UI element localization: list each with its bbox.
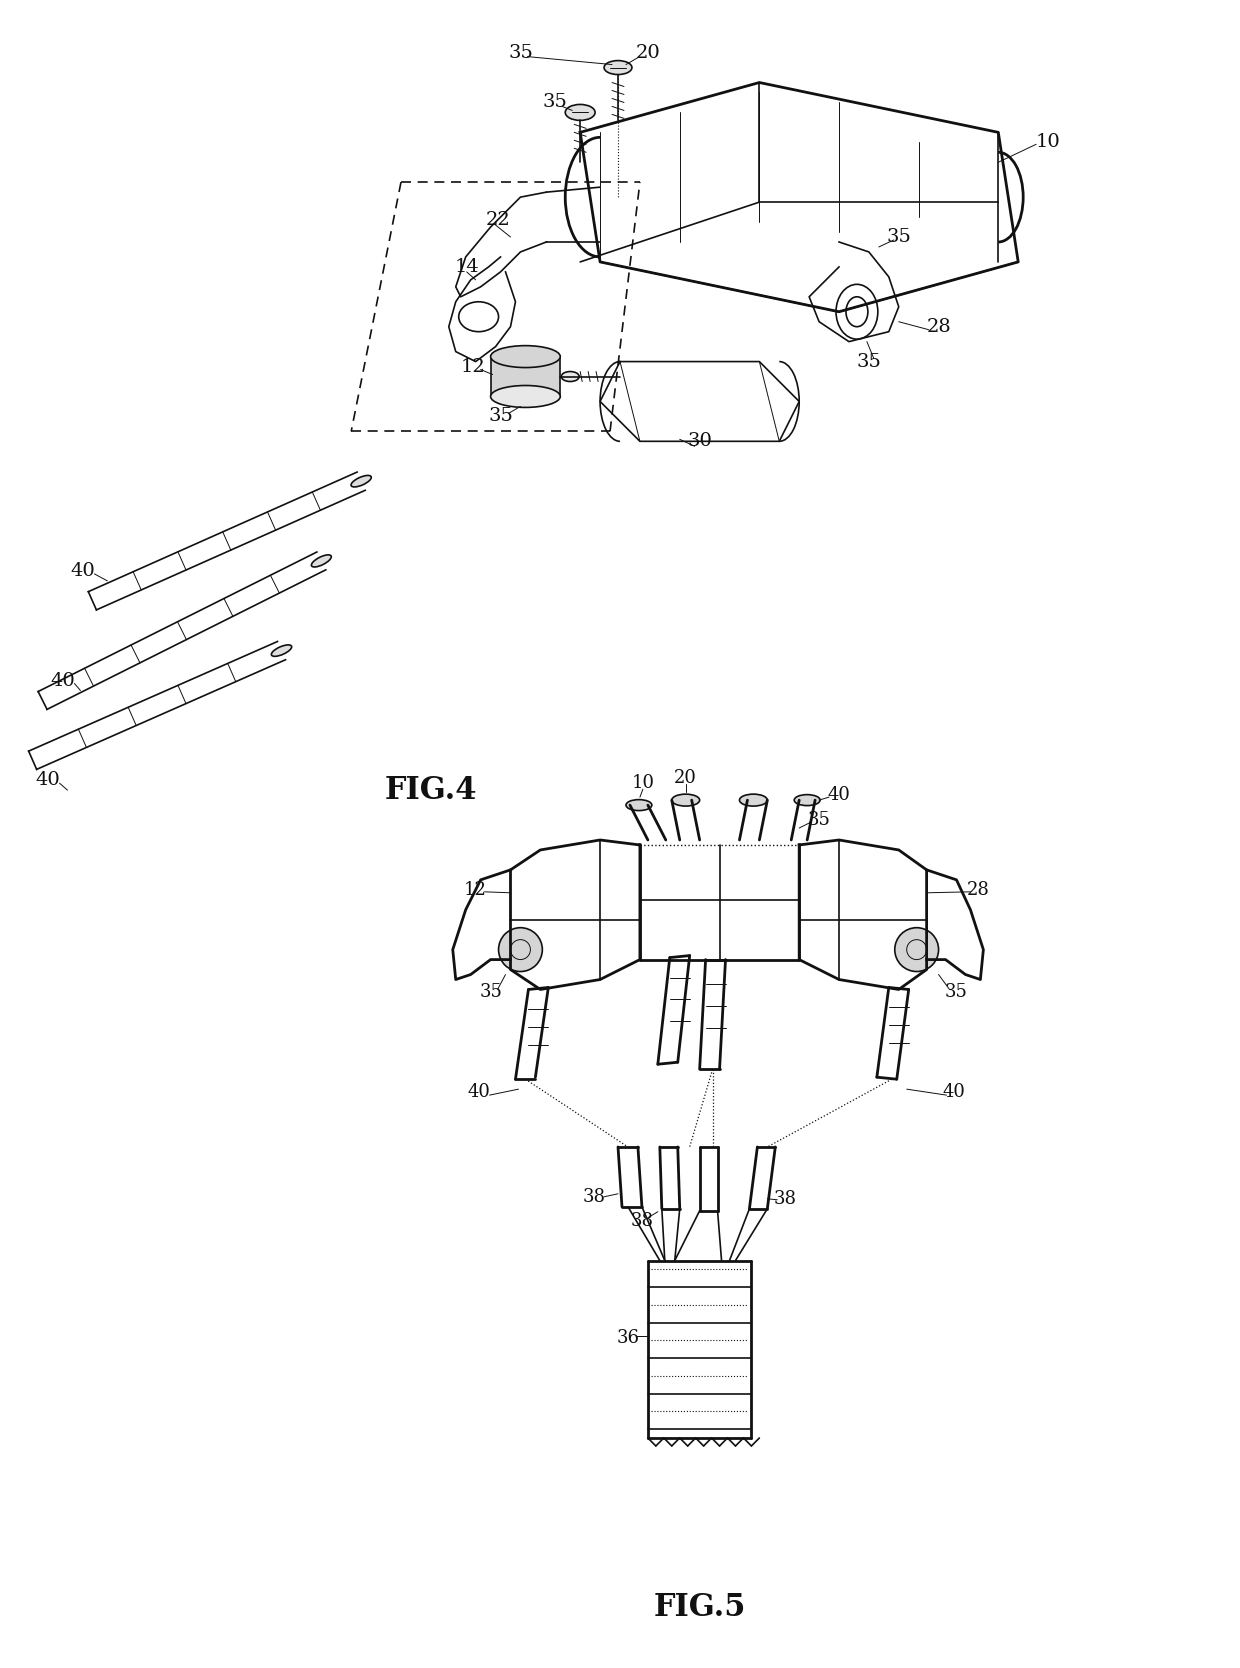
- Text: 35: 35: [508, 43, 533, 62]
- Text: 38: 38: [630, 1211, 653, 1229]
- Text: 10: 10: [1035, 133, 1060, 152]
- Text: 12: 12: [460, 357, 485, 375]
- Ellipse shape: [491, 345, 560, 367]
- Text: 38: 38: [774, 1189, 797, 1208]
- Text: 35: 35: [807, 811, 831, 829]
- Circle shape: [895, 927, 939, 971]
- Text: 30: 30: [687, 432, 712, 450]
- Text: 28: 28: [967, 881, 990, 899]
- Ellipse shape: [794, 794, 820, 806]
- Ellipse shape: [311, 555, 331, 567]
- Text: 28: 28: [926, 317, 951, 335]
- Text: 40: 40: [69, 562, 94, 580]
- Ellipse shape: [565, 105, 595, 120]
- Ellipse shape: [562, 372, 579, 382]
- Bar: [491, 357, 560, 397]
- Ellipse shape: [272, 646, 291, 656]
- Text: 40: 40: [827, 786, 851, 804]
- Text: 40: 40: [35, 771, 60, 789]
- Text: FIG.4: FIG.4: [384, 774, 477, 806]
- Text: FIG.5: FIG.5: [653, 1591, 745, 1623]
- Text: 35: 35: [857, 352, 882, 370]
- Text: 35: 35: [887, 229, 911, 245]
- Text: 38: 38: [583, 1188, 605, 1206]
- Text: 35: 35: [543, 93, 568, 112]
- Ellipse shape: [491, 385, 560, 407]
- Text: 10: 10: [631, 774, 655, 792]
- Text: 14: 14: [454, 259, 479, 275]
- Ellipse shape: [604, 60, 632, 75]
- Text: 40: 40: [50, 672, 74, 689]
- Circle shape: [498, 927, 542, 971]
- Ellipse shape: [626, 799, 652, 811]
- Text: 20: 20: [635, 43, 660, 62]
- Text: 22: 22: [486, 212, 511, 229]
- Text: 35: 35: [945, 984, 968, 1001]
- Ellipse shape: [739, 794, 768, 806]
- Text: 36: 36: [616, 1329, 640, 1348]
- Ellipse shape: [672, 794, 699, 806]
- Text: 35: 35: [479, 984, 502, 1001]
- Text: 35: 35: [489, 407, 513, 425]
- Text: 12: 12: [464, 881, 487, 899]
- Text: 40: 40: [942, 1083, 965, 1101]
- Ellipse shape: [351, 475, 371, 487]
- Text: 40: 40: [467, 1083, 490, 1101]
- Text: 20: 20: [675, 769, 697, 787]
